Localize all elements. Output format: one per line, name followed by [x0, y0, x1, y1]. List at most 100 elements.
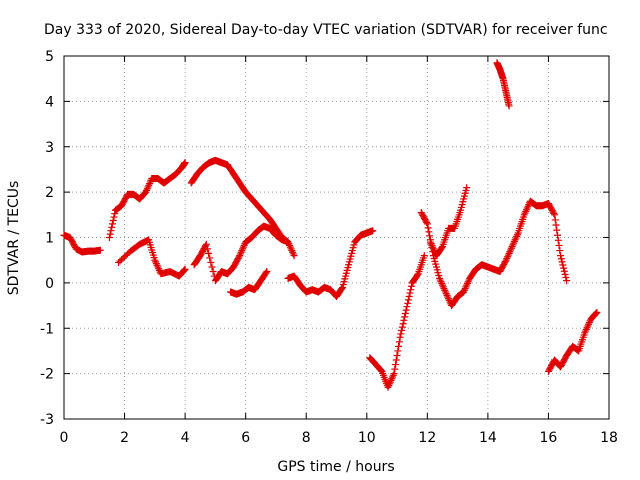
x-tick-label: 0 [60, 430, 69, 446]
data-point [420, 252, 428, 260]
data-point [504, 253, 512, 261]
data-point [392, 361, 400, 369]
data-point [562, 273, 570, 281]
series-arc-e [190, 222, 292, 285]
data-point [96, 246, 104, 254]
data-point [560, 267, 568, 275]
data-point [206, 254, 214, 262]
y-tick-label: -1 [40, 321, 54, 337]
data-point [559, 261, 567, 269]
data-point [262, 269, 270, 277]
series-arc-k [493, 59, 513, 110]
data-point [440, 285, 448, 293]
data-point [582, 327, 590, 335]
data-point [235, 253, 243, 261]
data-point [396, 333, 404, 341]
data-point [591, 310, 599, 318]
data-point [429, 243, 437, 251]
data-point [180, 267, 188, 275]
data-point [110, 213, 118, 221]
y-tick-label: -3 [40, 412, 54, 428]
data-point [593, 308, 601, 316]
x-tick-label: 2 [120, 430, 129, 446]
data-point [391, 365, 399, 373]
data-point [505, 249, 513, 257]
x-axis: 0 2 4 6 8 10 12 14 16 18 [60, 56, 618, 446]
data-point [107, 227, 115, 235]
data-point [284, 238, 292, 246]
x-tick-label: 12 [418, 430, 436, 446]
data-point [558, 258, 566, 266]
data-point [395, 342, 403, 350]
data-point [435, 274, 443, 282]
series-arc-i [417, 197, 571, 310]
data-point [585, 320, 593, 328]
data-point [145, 181, 153, 189]
x-tick-label: 14 [479, 430, 497, 446]
data-point [203, 245, 211, 253]
data-point [398, 327, 406, 335]
data-point [463, 281, 471, 289]
data-point [394, 347, 402, 355]
data-point [238, 247, 246, 255]
data-point [460, 288, 468, 296]
data-point [152, 258, 160, 266]
data-point [240, 241, 248, 249]
data-point [429, 245, 437, 253]
series-arc-h [366, 252, 428, 391]
data-point [202, 240, 210, 248]
data-point [142, 188, 150, 196]
data-point [286, 243, 294, 251]
data-point [512, 234, 520, 242]
data-point [460, 286, 468, 294]
data-point [413, 271, 421, 279]
data-point [423, 220, 431, 228]
data-point [508, 243, 516, 251]
data-point [338, 285, 346, 293]
data-point [399, 320, 407, 328]
data-point [427, 240, 435, 248]
y-tick-label: 4 [45, 94, 54, 110]
data-point [462, 283, 470, 291]
x-tick-label: 16 [540, 430, 558, 446]
data-point [287, 245, 295, 253]
data-point [552, 221, 560, 229]
data-point [425, 228, 433, 236]
data-point [388, 375, 396, 383]
data-point [401, 310, 409, 318]
data-point [556, 247, 564, 255]
y-axis-label: SDTVAR / TECUs [6, 181, 22, 296]
data-point [290, 252, 298, 260]
data-point [155, 265, 163, 273]
data-point [444, 293, 452, 301]
data-point [286, 241, 294, 249]
data-point [387, 376, 395, 384]
data-point [553, 226, 561, 234]
data-point [503, 254, 511, 262]
data-point [554, 236, 562, 244]
data-point [208, 263, 216, 271]
data-point [406, 289, 414, 297]
data-point [385, 380, 393, 388]
data-point [144, 183, 152, 191]
data-point [407, 282, 415, 290]
y-tick-label: 5 [45, 49, 54, 65]
data-point [376, 366, 384, 374]
series-arc-l [544, 308, 601, 375]
data-point [143, 186, 151, 194]
data-point [108, 223, 116, 231]
data-point [181, 159, 189, 167]
data-point [109, 216, 117, 224]
data-point [557, 255, 565, 263]
data-point [209, 268, 217, 276]
data-point [386, 378, 394, 386]
series-arc-c [115, 236, 189, 280]
data-point [557, 252, 565, 260]
data-point [513, 231, 521, 239]
data-point [438, 244, 446, 252]
data-point [585, 319, 593, 327]
grid [64, 56, 609, 419]
data-point [153, 261, 161, 269]
data-point [509, 241, 517, 249]
